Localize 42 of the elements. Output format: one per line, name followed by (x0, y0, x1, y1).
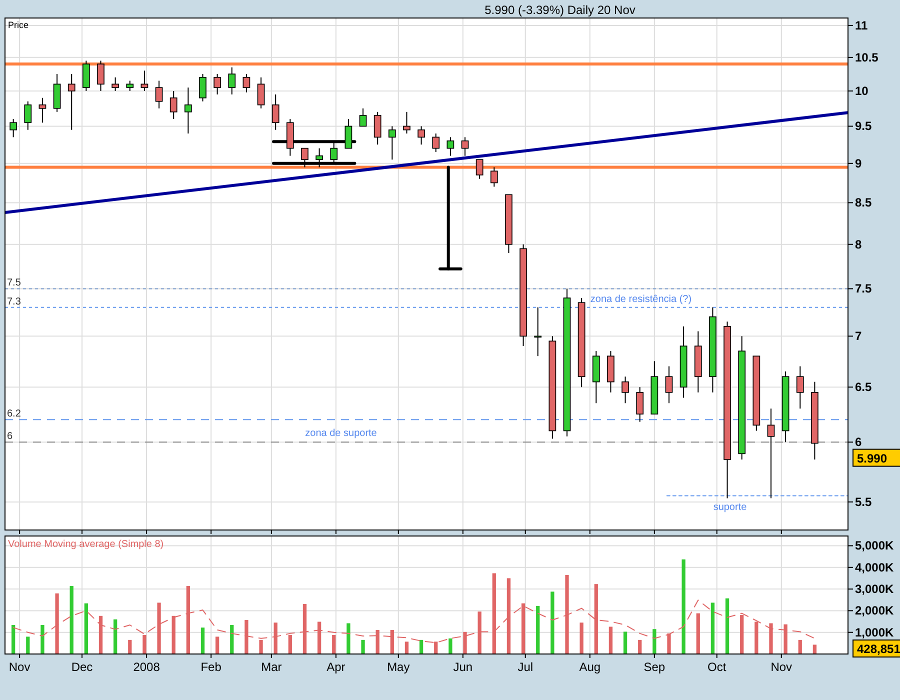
x-tick-label: Apr (326, 660, 346, 674)
y-tick-label: 5.5 (855, 494, 872, 509)
x-tick-label: Aug (579, 660, 601, 674)
ref-line-label: 7.5 (7, 278, 22, 289)
y-tick-label: 9 (855, 156, 862, 170)
text: 428,851 (857, 642, 900, 656)
x-tick-label: Jun (453, 660, 473, 674)
y-tick-label: 10 (855, 84, 869, 98)
ref-line-label: 6 (7, 431, 13, 442)
annotation: zona de resistência (?) (590, 294, 692, 305)
x-tick-label: 2008 (133, 660, 160, 674)
y-tick-label: 6.5 (855, 380, 872, 394)
y-tick-label: 1,000K (855, 625, 894, 640)
y-tick-label: 5,000K (855, 538, 894, 553)
x-tick-label: Mar (261, 660, 282, 674)
y-tick-label: 8.5 (855, 196, 872, 210)
text: 5.990 (857, 451, 888, 466)
y-tick-label: 3,000K (855, 582, 894, 596)
y-tick-label: 7 (855, 329, 862, 344)
annotation: zona de suporte (305, 428, 378, 439)
y-tick-label: 4,000K (855, 560, 894, 574)
y-tick-label: 9.5 (855, 119, 872, 134)
x-tick-label: Oct (708, 660, 727, 674)
y-axis-title: Price (8, 20, 29, 30)
x-tick-label: Feb (200, 660, 222, 674)
annotation: suporte (713, 502, 748, 513)
y-tick-label: 11 (855, 18, 868, 32)
y-tick-label: 6 (855, 435, 862, 450)
chart-title: 5.990 (-3.39%) Daily 20 Nov (484, 3, 636, 17)
x-tick-label: Sep (644, 660, 666, 674)
y-tick-label: 8 (855, 237, 862, 252)
x-tick-label: Nov (8, 660, 30, 674)
ref-line-label: 6.2 (7, 408, 22, 420)
y-tick-label: 2,000K (855, 604, 894, 618)
x-tick-label: Jul (518, 660, 534, 674)
x-tick-label: May (387, 660, 410, 674)
x-tick-label: Dec (71, 660, 93, 674)
y-tick-label: 10.5 (855, 50, 879, 64)
ref-line-label: 7.3 (7, 296, 22, 308)
text: Volume Moving average (Simple 8) (8, 539, 164, 550)
x-tick-label: Nov (770, 660, 792, 674)
y-tick-label: 7.5 (855, 282, 872, 296)
